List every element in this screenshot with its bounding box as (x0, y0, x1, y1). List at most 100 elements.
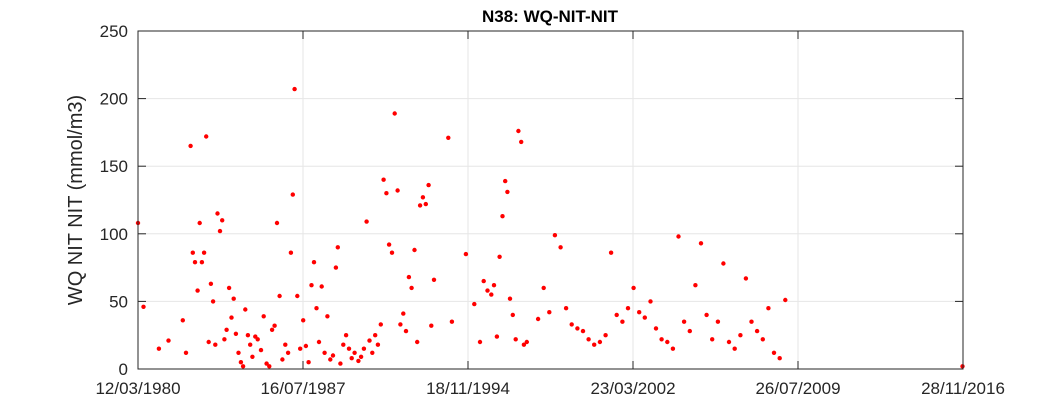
data-point (192, 260, 198, 265)
data-point (783, 297, 788, 303)
data-point (670, 346, 676, 351)
data-point (166, 338, 171, 343)
data-point (513, 337, 518, 342)
data-point (330, 353, 336, 358)
data-point (386, 242, 392, 247)
data-point (754, 328, 760, 334)
data-point (335, 245, 340, 250)
data-point (229, 315, 234, 320)
data-point (771, 350, 777, 355)
data-point (648, 299, 653, 304)
data-point (726, 339, 732, 345)
data-point (597, 339, 603, 345)
data-point (389, 250, 395, 255)
data-point (687, 328, 692, 334)
data-point (449, 319, 455, 324)
data-point (298, 346, 303, 351)
y-tick-label: 50 (109, 292, 128, 311)
x-tick-label: 18/11/1994 (426, 379, 510, 398)
data-points (135, 86, 965, 369)
data-point (704, 312, 709, 318)
data-point (180, 318, 185, 323)
plot-background (138, 31, 963, 369)
data-point (269, 327, 275, 332)
data-point (358, 354, 364, 359)
data-point (620, 319, 625, 324)
data-point (524, 339, 529, 345)
data-point (614, 312, 619, 318)
data-point (485, 288, 490, 293)
data-point (248, 342, 253, 347)
data-point (592, 342, 597, 347)
data-point (338, 361, 343, 366)
data-point (224, 327, 229, 332)
data-point (519, 139, 524, 145)
data-point (637, 310, 642, 315)
data-point (222, 337, 227, 342)
data-point (676, 234, 681, 239)
data-point (760, 337, 765, 342)
data-point (721, 261, 726, 266)
data-point (195, 288, 200, 293)
data-point (190, 250, 195, 255)
x-tick-label: 26/07/2009 (755, 379, 840, 398)
data-point (319, 284, 324, 289)
x-tick-label: 23/03/2002 (590, 379, 675, 398)
data-point (497, 254, 502, 259)
data-point (749, 319, 754, 324)
data-point (429, 323, 434, 328)
data-point (367, 338, 372, 343)
data-point (693, 283, 698, 288)
data-point (261, 314, 266, 319)
data-point (477, 339, 483, 345)
data-point (311, 260, 317, 265)
data-point (201, 250, 207, 255)
data-point (290, 192, 295, 197)
data-point (472, 301, 477, 307)
data-point (295, 293, 300, 299)
data-point (412, 247, 417, 253)
data-point (240, 364, 246, 369)
data-point (732, 346, 737, 351)
data-point (507, 296, 513, 301)
data-point (558, 245, 563, 250)
x-tick-label: 16/07/1987 (260, 379, 345, 398)
y-axis-label: WQ NIT NIT (mmol/m3) (65, 95, 87, 305)
data-point (255, 337, 260, 342)
data-point (141, 304, 146, 309)
data-point (364, 219, 369, 224)
data-point (384, 191, 389, 196)
data-point (375, 342, 381, 347)
data-point (258, 347, 264, 353)
data-point (264, 361, 269, 366)
data-point (238, 360, 244, 365)
data-point (328, 357, 333, 362)
data-point (491, 283, 497, 288)
data-point (552, 233, 558, 238)
data-point (631, 285, 636, 291)
data-point (681, 319, 687, 324)
data-point (231, 296, 236, 301)
data-point (766, 306, 771, 311)
data-point (381, 177, 386, 182)
data-point (243, 307, 248, 312)
data-point (236, 350, 241, 355)
data-point (343, 333, 349, 338)
data-point (575, 326, 580, 331)
data-point (361, 346, 367, 351)
data-point (370, 350, 375, 355)
data-point (516, 128, 521, 134)
data-point (280, 357, 285, 362)
data-point (541, 285, 546, 291)
data-point (233, 331, 239, 336)
y-tick-label: 0 (119, 360, 128, 379)
data-point (715, 319, 721, 324)
data-point (325, 314, 330, 319)
data-point (398, 322, 403, 327)
data-point (743, 276, 749, 281)
data-point (642, 315, 647, 320)
data-point (738, 333, 743, 338)
data-point (283, 342, 288, 347)
data-point (217, 228, 223, 234)
